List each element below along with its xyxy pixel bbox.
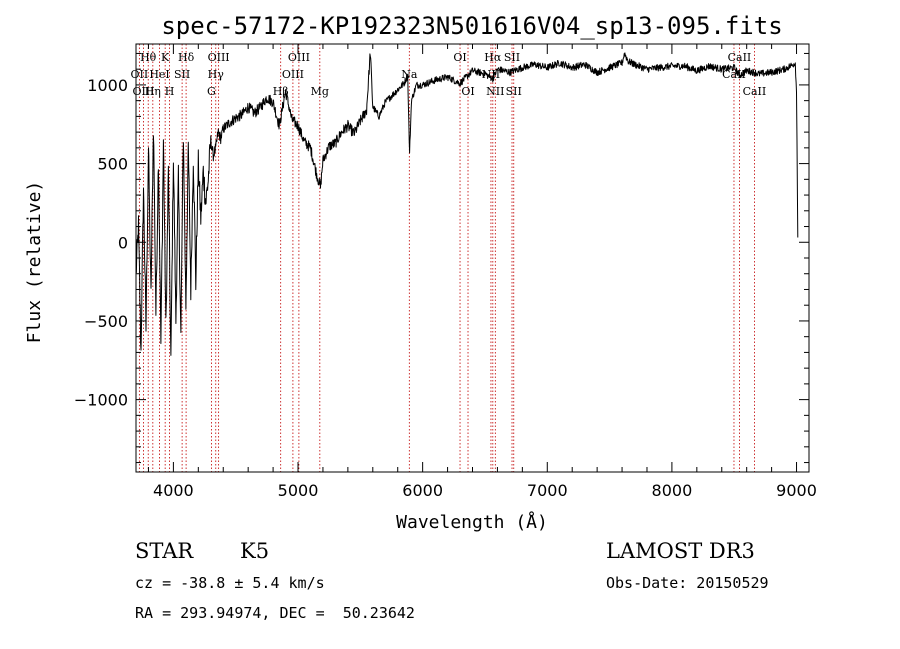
line-label: CaII [722, 68, 746, 81]
line-label: Hα [484, 51, 502, 64]
line-label: Mg [311, 85, 329, 98]
object-subclass: K5 [240, 539, 270, 563]
x-axis-label: Wavelength (Å) [396, 511, 548, 533]
y-tick-label: 0 [118, 233, 128, 252]
y-tick-label: 1000 [87, 76, 128, 95]
line-label: OIII [288, 51, 310, 64]
observation-date: Obs-Date: 20150529 [606, 574, 769, 592]
line-label: Hδ [178, 51, 195, 64]
line-label: OIII [132, 85, 154, 98]
x-tick-label: 8000 [652, 481, 693, 500]
line-label: G [207, 85, 216, 98]
line-label: Hγ [208, 68, 225, 81]
x-tick-label: 9000 [776, 481, 817, 500]
line-label: NII [486, 85, 504, 98]
line-label: Hη [145, 85, 161, 98]
y-tick-label: 500 [97, 155, 128, 174]
x-axis-ticks: 4000 5000 6000 7000 8000 9000 [147, 44, 817, 500]
line-label: NII [482, 68, 500, 81]
y-axis-ticks: −1000 −500 0 500 1000 [74, 52, 809, 464]
chart-title: spec-57172-KP192323N501616V04_sp13-095.f… [161, 12, 782, 40]
line-label: K [161, 51, 170, 64]
spectrum-series [135, 52, 799, 356]
coordinates: RA = 293.94974, DEC = 50.23642 [135, 604, 415, 622]
line-label: H [165, 85, 175, 98]
line-label: CaII [728, 51, 752, 64]
redshift-velocity: cz = -38.8 ± 5.4 km/s [135, 574, 325, 592]
y-tick-label: −500 [84, 312, 128, 331]
line-label: Hβ [273, 85, 289, 98]
plot-frame [135, 43, 810, 473]
line-label: OI [453, 51, 466, 64]
line-label: OIII [282, 68, 304, 81]
survey-name: LAMOST DR3 [606, 539, 755, 563]
line-label: OII [131, 68, 149, 81]
x-tick-label: 7000 [527, 481, 568, 500]
object-class: STAR [135, 539, 194, 563]
line-label: OIII [208, 51, 230, 64]
spectral-line-markers [138, 44, 755, 472]
line-label: SII [504, 51, 520, 64]
x-tick-label: 6000 [402, 481, 443, 500]
y-tick-label: −1000 [74, 391, 128, 410]
x-tick-label: 4000 [153, 481, 194, 500]
y-axis-label: Flux (relative) [24, 181, 45, 344]
line-label: OI [461, 85, 474, 98]
line-label: HeI [149, 68, 169, 81]
spectral-line-labels: Hθ OII OIII K H HeI Hη SII Hδ OIII Hγ G Hβ OIII OIII Mg… [131, 51, 767, 98]
line-label: SII [174, 68, 190, 81]
line-label: SII [506, 85, 522, 98]
line-label: Na [401, 68, 418, 81]
spectrum-line [135, 52, 799, 356]
line-label: Hθ [140, 51, 157, 64]
x-tick-label: 5000 [278, 481, 319, 500]
line-label: CaII [743, 85, 767, 98]
